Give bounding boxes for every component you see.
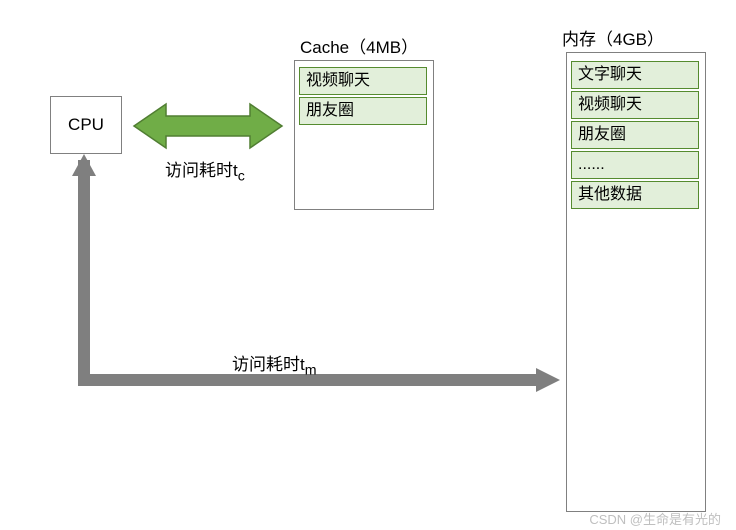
tm-sub: m [305, 362, 317, 378]
tm-label: 访问耗时tm [232, 350, 317, 378]
diagram-stage: CPU Cache（4MB） 视频聊天 朋友圈 内存（4GB） 文字聊天 视频聊… [0, 0, 736, 530]
tm-prefix: 访问耗时t [232, 355, 305, 374]
watermark-text: CSDN @生命是有光的 [589, 509, 721, 528]
elbow-arrow-icon [0, 0, 736, 530]
